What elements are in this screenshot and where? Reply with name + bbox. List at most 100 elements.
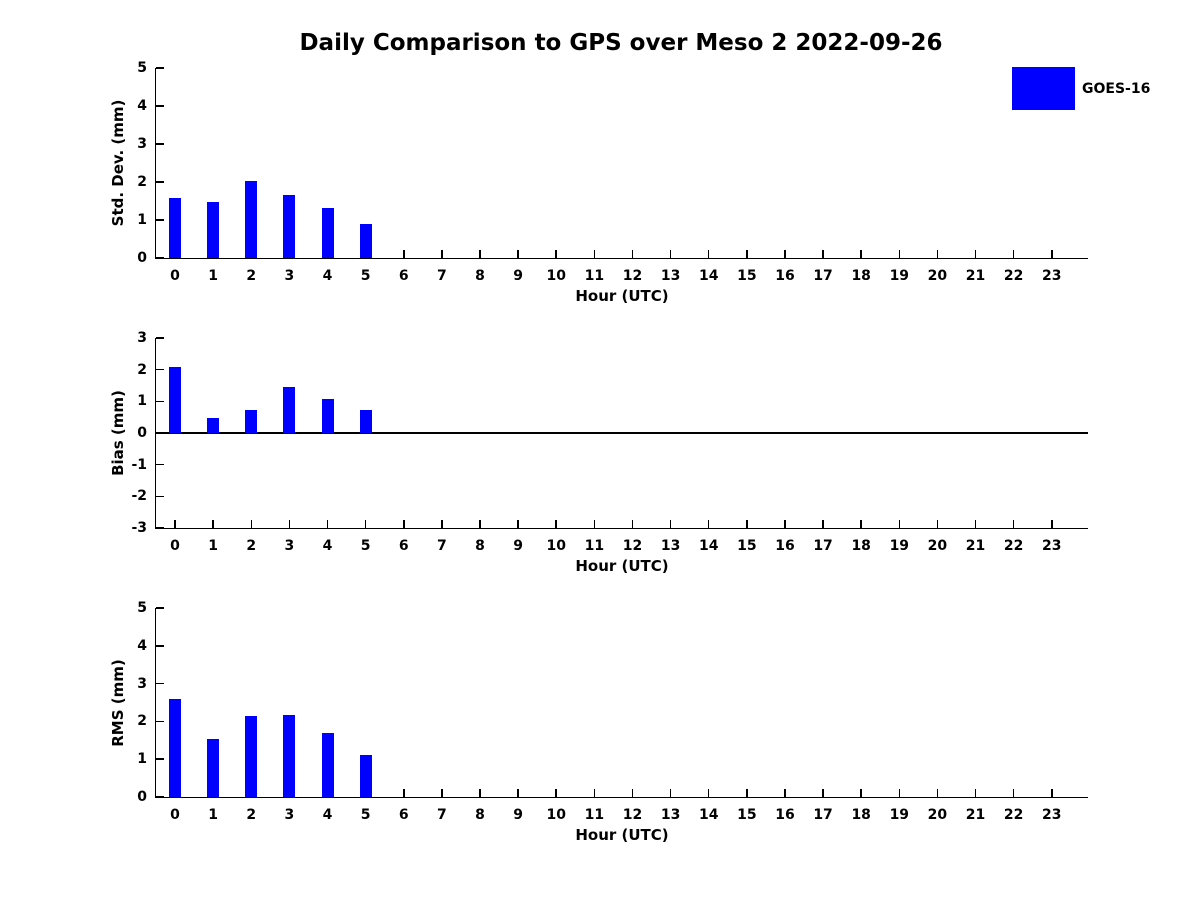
x-tick-label: 9 — [513, 538, 523, 554]
y-tick-label: -1 — [131, 456, 147, 473]
x-tick — [441, 250, 443, 258]
x-tick-label: 23 — [1042, 807, 1062, 823]
y-axis-label-rms: RMS (mm) — [109, 658, 127, 747]
y-tick — [156, 400, 164, 403]
x-tick-label: 7 — [437, 807, 447, 823]
x-tick — [479, 789, 481, 797]
bar-hour-3 — [283, 714, 296, 797]
y-tick — [156, 527, 164, 529]
x-tick-label: 5 — [360, 538, 371, 554]
x-tick — [441, 520, 443, 528]
x-tick-label: 18 — [851, 268, 871, 284]
x-tick-label: 22 — [1003, 268, 1024, 284]
x-tick — [898, 520, 901, 528]
y-tick — [156, 368, 164, 371]
x-tick — [631, 789, 634, 797]
x-tick — [1051, 250, 1053, 258]
bar-hour-2 — [245, 409, 258, 433]
x-tick-label: 10 — [546, 268, 566, 284]
x-tick — [860, 250, 862, 258]
x-tick-label: 20 — [927, 268, 948, 284]
y-tick — [156, 645, 164, 647]
x-tick-label: 6 — [398, 807, 409, 823]
x-tick-label: 1 — [208, 538, 219, 554]
x-tick-label: 11 — [584, 807, 605, 823]
y-tick-label: 1 — [137, 212, 147, 228]
x-tick-label: 10 — [546, 538, 566, 554]
x-tick — [403, 250, 405, 258]
y-tick — [156, 720, 164, 723]
x-tick — [212, 520, 214, 528]
x-tick-label: 17 — [813, 268, 833, 284]
x-tick-label: 15 — [737, 538, 757, 554]
x-tick-label: 17 — [813, 807, 833, 823]
x-tick-label: 16 — [775, 807, 795, 823]
zero-line — [156, 432, 1088, 434]
y-tick-label: 5 — [137, 600, 147, 616]
x-tick-label: 22 — [1003, 538, 1024, 554]
y-axis-label-std-dev: Std. Dev. (mm) — [109, 99, 127, 227]
y-tick — [156, 796, 164, 798]
x-tick-label: 14 — [698, 538, 719, 554]
y-tick — [156, 682, 164, 685]
x-tick-label: 13 — [660, 268, 681, 284]
x-tick — [860, 520, 862, 528]
x-tick-label: 7 — [437, 538, 447, 554]
y-tick — [156, 219, 164, 221]
x-tick — [1012, 250, 1015, 258]
x-tick — [593, 520, 596, 528]
legend: GOES-16 — [1012, 67, 1150, 110]
x-tick — [517, 789, 519, 797]
y-tick-label: -3 — [131, 520, 147, 536]
y-tick-label: 0 — [137, 425, 147, 441]
bar-hour-0 — [169, 198, 182, 258]
x-axis-label-hour-utc: Hour (UTC) — [575, 826, 669, 844]
x-tick — [1012, 789, 1015, 797]
bar-hour-5 — [359, 410, 372, 433]
y-tick-label: 0 — [137, 250, 147, 266]
x-tick-label: 15 — [737, 268, 757, 284]
plot-area-rms: RMS (mm) Hour (UTC) 0 1 2 3 4 5 0 1 2 3 4 5 6 7 8 9 10 11… — [109, 600, 1088, 844]
chart-title: Daily Comparison to GPS over Meso 2 2022… — [299, 30, 943, 56]
x-tick-label: 0 — [170, 268, 180, 284]
x-tick-label: 7 — [437, 268, 447, 284]
legend-swatch-goes16 — [1012, 67, 1075, 110]
x-tick — [784, 250, 786, 258]
x-tick-label: 5 — [360, 268, 371, 284]
x-tick — [479, 250, 481, 258]
x-tick-label: 22 — [1003, 807, 1024, 823]
x-tick-label: 14 — [698, 268, 719, 284]
bar-hour-5 — [359, 755, 372, 797]
x-axis-label-hour-utc: Hour (UTC) — [575, 287, 669, 305]
y-tick — [156, 607, 164, 609]
x-tick — [250, 520, 253, 528]
x-tick — [555, 789, 557, 797]
x-tick — [555, 520, 557, 528]
x-tick-label: 10 — [546, 807, 566, 823]
bar-hour-2 — [245, 181, 258, 258]
x-tick-label: 4 — [322, 268, 333, 284]
x-tick — [822, 250, 824, 258]
y-tick-label: 3 — [137, 136, 147, 152]
x-tick — [593, 789, 596, 797]
x-tick — [974, 250, 977, 258]
x-tick — [517, 520, 519, 528]
y-tick-label: 1 — [137, 393, 147, 410]
x-tick-label: 8 — [475, 268, 485, 284]
y-tick-label: 1 — [137, 751, 147, 768]
x-tick-label: 15 — [737, 807, 757, 823]
x-tick — [669, 789, 672, 797]
bar-hour-4 — [321, 207, 334, 258]
x-tick-label: 12 — [622, 538, 643, 554]
x-tick — [403, 789, 405, 797]
y-tick-label: 5 — [137, 60, 147, 76]
y-tick — [156, 105, 164, 107]
x-tick-label: 2 — [246, 538, 257, 554]
x-tick — [1051, 520, 1053, 528]
x-tick — [631, 520, 634, 528]
x-tick-label: 9 — [513, 268, 523, 284]
y-tick — [156, 257, 164, 259]
x-tick-label: 19 — [889, 807, 910, 823]
x-tick-label: 16 — [775, 538, 795, 554]
x-tick — [593, 250, 596, 258]
